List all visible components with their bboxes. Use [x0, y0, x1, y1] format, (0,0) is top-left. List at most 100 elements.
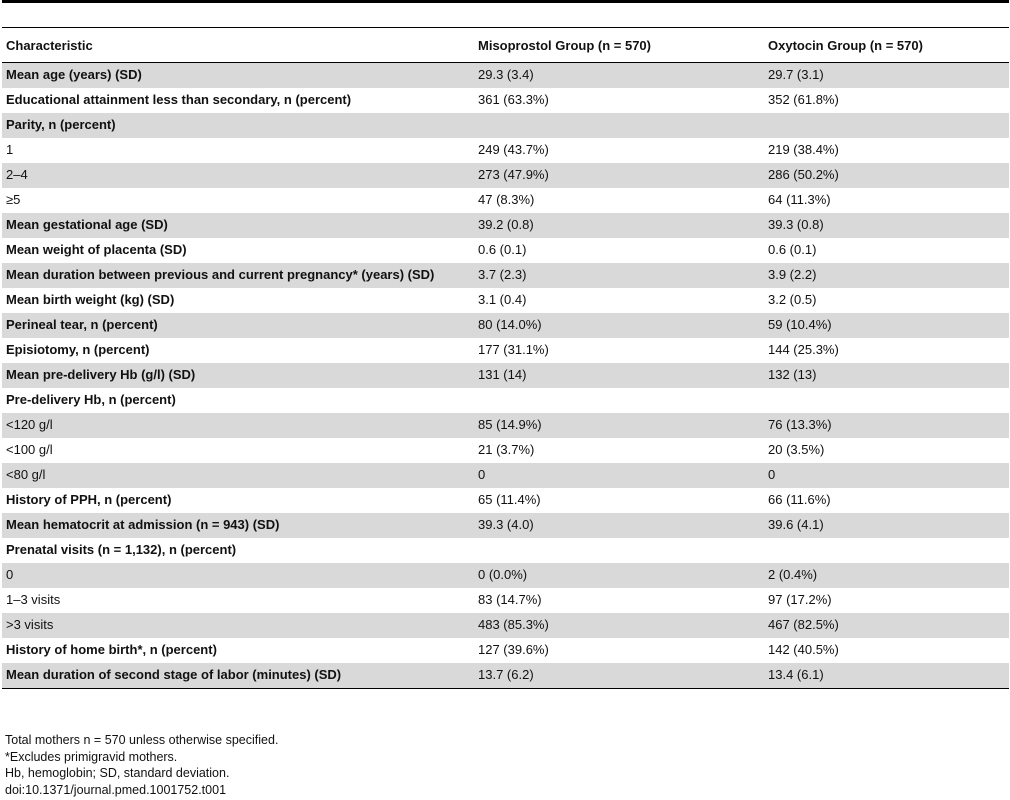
row-characteristic: <120 g/l — [2, 413, 474, 438]
row-characteristic: History of PPH, n (percent) — [6, 492, 172, 507]
row-misoprostol-value: 80 (14.0%) — [474, 313, 764, 338]
row-characteristic: Mean weight of placenta (SD) — [6, 242, 187, 257]
row-oxytocin-value: 97 (17.2%) — [768, 592, 832, 607]
row-characteristic: Mean duration of second stage of labor (… — [2, 663, 474, 689]
footnote-total-mothers: Total mothers n = 570 unless otherwise s… — [5, 733, 279, 747]
row-oxytocin-value: 39.6 (4.1) — [764, 513, 1009, 538]
row-oxytocin-value: 20 (3.5%) — [768, 442, 825, 457]
row-misoprostol-value — [474, 113, 764, 138]
table-row: >3 visits 483 (85.3%) 467 (82.5%) — [2, 613, 1009, 638]
table-row: Parity, n (percent) — [2, 113, 1009, 138]
row-misoprostol-value: 13.7 (6.2) — [474, 663, 764, 689]
row-oxytocin-value: 467 (82.5%) — [764, 613, 1009, 638]
row-oxytocin-value — [764, 113, 1009, 138]
table-row: 1–3 visits 83 (14.7%) 97 (17.2%) — [2, 588, 1009, 613]
row-oxytocin-value: 219 (38.4%) — [768, 142, 839, 157]
row-misoprostol-value: 361 (63.3%) — [478, 92, 549, 107]
row-oxytocin-value: 142 (40.5%) — [768, 642, 839, 657]
row-misoprostol-value: 0 (0.0%) — [474, 563, 764, 588]
row-characteristic: <80 g/l — [2, 463, 474, 488]
row-characteristic: 0 — [2, 563, 474, 588]
table-row: Mean birth weight (kg) (SD) 3.1 (0.4) 3.2 … — [2, 288, 1009, 313]
table-row: Mean weight of placenta (SD) 0.6 (0.1) 0.6… — [2, 238, 1009, 263]
row-misoprostol-value: 131 (14) — [474, 363, 764, 388]
header-misoprostol-group: Misoprostol Group (n = 570) — [478, 37, 651, 53]
row-oxytocin-value: 0.6 (0.1) — [768, 242, 817, 257]
row-characteristic: Episiotomy, n (percent) — [6, 342, 150, 357]
row-oxytocin-value: 59 (10.4%) — [764, 313, 1009, 338]
row-misoprostol-value: 3.1 (0.4) — [478, 292, 527, 307]
row-characteristic: Mean gestational age (SD) — [2, 213, 474, 238]
row-characteristic: 2–4 — [2, 163, 474, 188]
table-row: 1 249 (43.7%) 219 (38.4%) — [2, 138, 1009, 163]
row-characteristic: ≥5 — [6, 192, 21, 207]
row-oxytocin-value — [764, 388, 1009, 413]
table-row: Perineal tear, n (percent) 80 (14.0%) 59 (… — [2, 313, 1009, 338]
table-row: History of PPH, n (percent) 65 (11.4%) 66 … — [2, 488, 1009, 513]
row-misoprostol-value: 47 (8.3%) — [478, 192, 535, 207]
row-misoprostol-value: 39.2 (0.8) — [474, 213, 764, 238]
table-row: ≥5 47 (8.3%) 64 (11.3%) — [2, 188, 1009, 213]
table-row: Episiotomy, n (percent) 177 (31.1%) 144 (2… — [2, 338, 1009, 363]
table-row: <120 g/l 85 (14.9%) 76 (13.3%) — [2, 413, 1009, 438]
row-oxytocin-value: 0 — [764, 463, 1009, 488]
table-row: History of home birth*, n (percent) 127 (… — [2, 638, 1009, 663]
row-characteristic: Mean birth weight (kg) (SD) — [6, 292, 175, 307]
row-oxytocin-value — [764, 538, 1009, 563]
row-characteristic: Prenatal visits (n = 1,132), n (percent) — [6, 542, 237, 557]
row-oxytocin-value: 132 (13) — [764, 363, 1009, 388]
row-oxytocin-value: 76 (13.3%) — [764, 413, 1009, 438]
row-characteristic: Pre-delivery Hb, n (percent) — [6, 392, 176, 407]
row-characteristic: >3 visits — [2, 613, 474, 638]
row-misoprostol-value: 39.3 (4.0) — [474, 513, 764, 538]
row-characteristic: Mean duration between previous and curre… — [2, 263, 474, 288]
table-row: Mean hematocrit at admission (n = 943) (… — [2, 513, 1009, 538]
row-misoprostol-value: 177 (31.1%) — [478, 342, 549, 357]
row-oxytocin-value: 29.7 (3.1) — [764, 62, 1009, 88]
row-misoprostol-value: 65 (11.4%) — [478, 492, 541, 507]
row-oxytocin-value: 39.3 (0.8) — [764, 213, 1009, 238]
row-misoprostol-value: 83 (14.7%) — [478, 592, 542, 607]
footnote-doi: doi:10.1371/journal.pmed.1001752.t001 — [5, 782, 227, 797]
table-row: Mean duration between previous and curre… — [2, 263, 1009, 288]
row-misoprostol-value: 127 (39.6%) — [478, 642, 549, 657]
table-row: Mean age (years) (SD) 29.3 (3.4) 29.7 (3.1… — [2, 62, 1009, 88]
row-misoprostol-value: 249 (43.7%) — [478, 142, 549, 157]
row-characteristic: Mean hematocrit at admission (n = 943) (… — [2, 513, 474, 538]
row-oxytocin-value: 3.9 (2.2) — [764, 263, 1009, 288]
row-misoprostol-value: 21 (3.7%) — [478, 442, 535, 457]
row-characteristic: Perineal tear, n (percent) — [2, 313, 474, 338]
header-characteristic: Characteristic — [6, 37, 93, 53]
characteristics-table: Characteristic Misoprostol Group (n = 57… — [2, 27, 1009, 689]
table-body: Mean age (years) (SD) 29.3 (3.4) 29.7 (3.1… — [2, 62, 1009, 689]
header-oxytocin-group: Oxytocin Group (n = 570) — [768, 37, 923, 53]
row-oxytocin-value: 2 (0.4%) — [764, 563, 1009, 588]
row-misoprostol-value: 0 — [474, 463, 764, 488]
row-oxytocin-value: 144 (25.3%) — [768, 342, 839, 357]
table-row: <80 g/l 0 0 — [2, 463, 1009, 488]
header-row: Characteristic Misoprostol Group (n = 57… — [2, 27, 1009, 63]
row-misoprostol-value: 85 (14.9%) — [474, 413, 764, 438]
table-row: Educational attainment less than seconda… — [2, 88, 1009, 113]
row-characteristic: Educational attainment less than seconda… — [6, 92, 352, 107]
row-misoprostol-value: 483 (85.3%) — [474, 613, 764, 638]
row-misoprostol-value: 0.6 (0.1) — [478, 242, 527, 257]
row-oxytocin-value: 3.2 (0.5) — [768, 292, 817, 307]
table-row: Prenatal visits (n = 1,132), n (percent) — [2, 538, 1009, 563]
row-misoprostol-value: 3.7 (2.3) — [474, 263, 764, 288]
table-row: <100 g/l 21 (3.7%) 20 (3.5%) — [2, 438, 1009, 463]
row-oxytocin-value: 286 (50.2%) — [764, 163, 1009, 188]
footnote-primigravid: *Excludes primigravid mothers. — [5, 749, 178, 764]
table-row: Mean pre-delivery Hb (g/l) (SD) 131 (14) 1… — [2, 363, 1009, 388]
row-characteristic: History of home birth*, n (percent) — [6, 642, 217, 657]
row-characteristic: Mean pre-delivery Hb (g/l) (SD) — [2, 363, 474, 388]
footnote-abbreviations: Hb, hemoglobin; SD, standard deviation. — [5, 766, 230, 780]
row-characteristic: <100 g/l — [6, 442, 53, 457]
table-row: Pre-delivery Hb, n (percent) — [2, 388, 1009, 413]
table-row: Mean duration of second stage of labor (… — [2, 663, 1009, 689]
table-row: Mean gestational age (SD) 39.2 (0.8) 39.3 … — [2, 213, 1009, 238]
table-row: 2–4 273 (47.9%) 286 (50.2%) — [2, 163, 1009, 188]
row-oxytocin-value: 13.4 (6.1) — [764, 663, 1009, 689]
